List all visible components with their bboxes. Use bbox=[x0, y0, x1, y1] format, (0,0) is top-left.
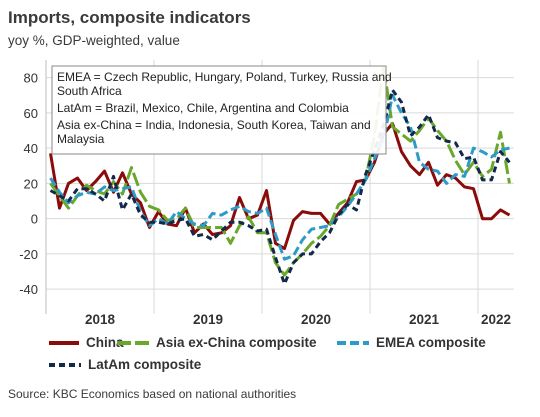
series-line-latam-composite bbox=[49, 88, 511, 286]
series-lines bbox=[49, 63, 511, 286]
legend-latam: LatAm composite bbox=[48, 357, 201, 372]
chart-source: Source: KBC Economics based on national … bbox=[8, 387, 297, 401]
series-line-asia-ex-china-composite bbox=[49, 63, 511, 277]
x-tick-label: 2018 bbox=[85, 312, 116, 327]
legend-swatch-latam bbox=[49, 362, 81, 367]
legend-swatch-emea bbox=[337, 340, 369, 345]
y-tick-label: -20 bbox=[19, 247, 38, 262]
series-line-emea-composite bbox=[49, 93, 510, 261]
y-tick-label: -40 bbox=[19, 282, 38, 297]
axes: 2018 2019 2020 2021 2022 bbox=[45, 60, 511, 327]
x-tick-label: 2019 bbox=[193, 312, 223, 327]
y-tick-label: 80 bbox=[24, 71, 38, 86]
legend-emea: EMEA composite bbox=[336, 335, 486, 350]
y-tick-label: 40 bbox=[24, 141, 38, 156]
legend-label: China bbox=[86, 335, 124, 350]
y-tick-label: 20 bbox=[24, 176, 38, 191]
x-tick-label: 2022 bbox=[481, 312, 511, 327]
annotation-line: EMEA = Czech Republic, Hungary, Poland, … bbox=[57, 70, 392, 84]
legend-swatch-asia bbox=[117, 340, 149, 345]
legend-china: China bbox=[48, 335, 124, 350]
legend-asia: Asia ex-China composite bbox=[116, 335, 317, 350]
y-tick-label: 60 bbox=[24, 106, 38, 121]
chart-title: Imports, composite indicators bbox=[8, 8, 251, 27]
annotation-line: LatAm = Brazil, Mexico, Chile, Argentina… bbox=[57, 101, 349, 115]
annotation-line: Asia ex-China = India, Indonesia, South … bbox=[57, 118, 371, 132]
annotation-box: EMEA = Czech Republic, Hungary, Poland, … bbox=[51, 65, 392, 155]
annotation-line: Malaysia bbox=[57, 132, 105, 146]
x-tick-label: 2020 bbox=[301, 312, 331, 327]
x-tick-label: 2021 bbox=[409, 312, 440, 327]
legend-label: EMEA composite bbox=[376, 335, 486, 350]
legend-label: LatAm composite bbox=[88, 357, 202, 372]
legend-swatch-china bbox=[49, 340, 79, 345]
legend-label: Asia ex-China composite bbox=[156, 335, 317, 350]
chart-subtitle: yoy %, GDP-weighted, value bbox=[8, 33, 180, 48]
annotation-line: South Africa bbox=[57, 84, 122, 98]
y-tick-label: 0 bbox=[31, 212, 38, 227]
